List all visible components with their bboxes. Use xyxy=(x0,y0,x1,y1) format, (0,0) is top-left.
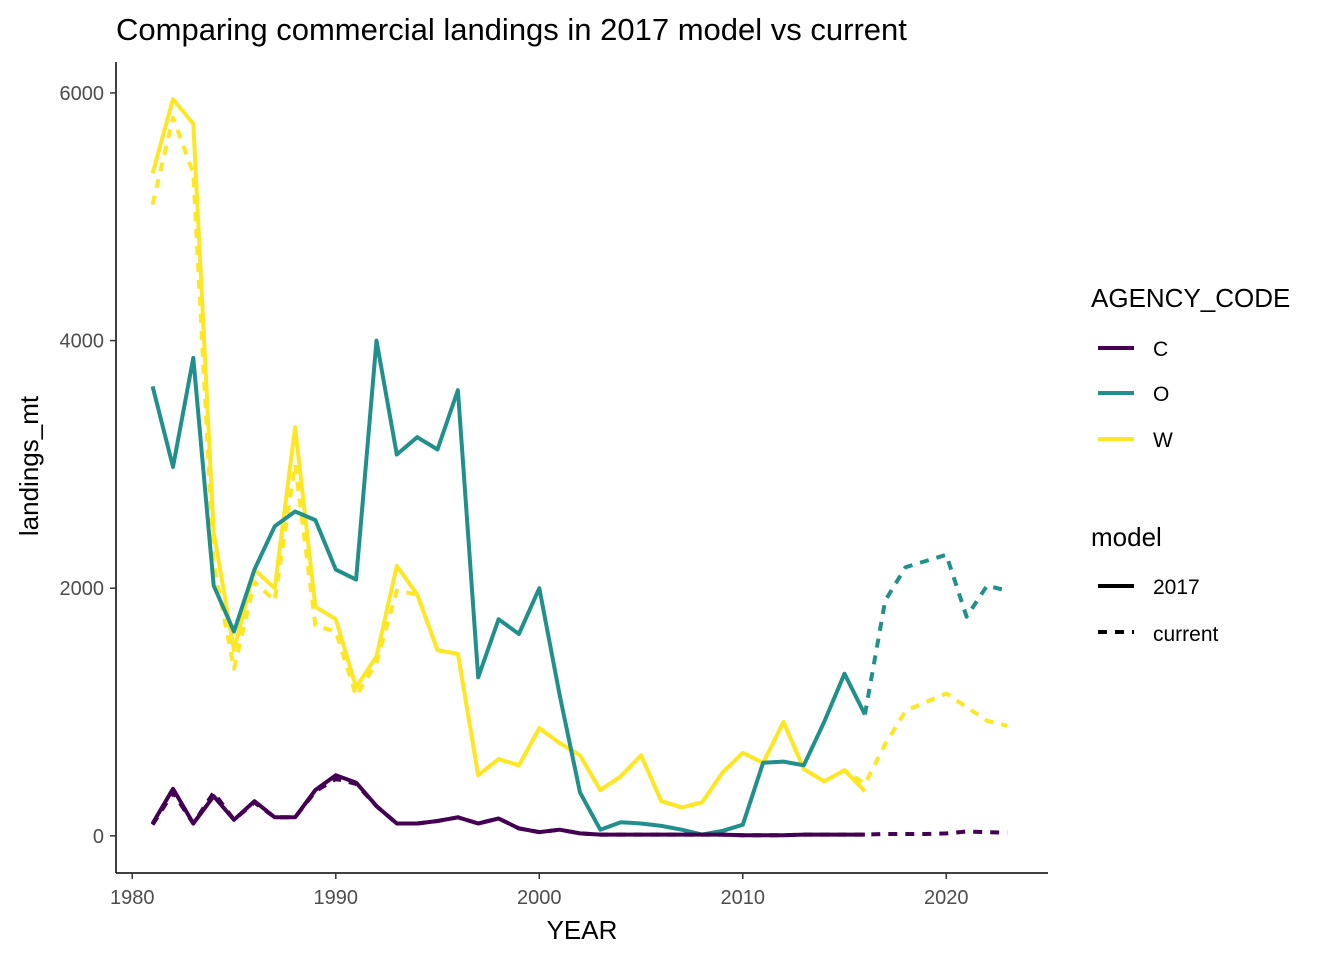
series-line-w-2017 xyxy=(150,97,867,810)
x-tick-label: 2000 xyxy=(517,887,562,909)
plot-area xyxy=(150,97,1008,838)
series-line-o-current xyxy=(862,552,1008,715)
legend-model-title: model xyxy=(1091,522,1162,552)
y-tick-label: 6000 xyxy=(60,83,105,105)
legend-model: model 2017 current xyxy=(1091,522,1219,646)
x-tick-label: 2020 xyxy=(924,887,969,909)
x-tick-label: 1980 xyxy=(110,887,155,909)
x-axis-title: YEAR xyxy=(547,915,618,945)
legend-label-current: current xyxy=(1153,623,1219,646)
legend-label-w: W xyxy=(1153,429,1173,452)
x-tick-label: 1990 xyxy=(314,887,359,909)
y-axis-title: landings_mt xyxy=(14,395,44,536)
x-axis-ticks: 1980 1990 2000 2010 2020 xyxy=(110,873,969,909)
legend-label-c: C xyxy=(1153,338,1168,361)
legend-label-2017: 2017 xyxy=(1153,576,1200,599)
legend-label-o: O xyxy=(1153,383,1169,406)
y-tick-label: 4000 xyxy=(60,331,105,353)
legend-agency-code: AGENCY_CODE C O W xyxy=(1091,283,1290,452)
series-line-o-2017 xyxy=(150,338,867,837)
y-axis-ticks: 0 2000 4000 6000 xyxy=(60,83,116,848)
legend-agency-title: AGENCY_CODE xyxy=(1091,283,1290,313)
chart-title: Comparing commercial landings in 2017 mo… xyxy=(116,12,907,47)
y-tick-label: 0 xyxy=(93,826,104,848)
y-tick-label: 2000 xyxy=(60,578,105,600)
x-tick-label: 2010 xyxy=(721,887,766,909)
series-line-w-current xyxy=(150,115,1008,810)
